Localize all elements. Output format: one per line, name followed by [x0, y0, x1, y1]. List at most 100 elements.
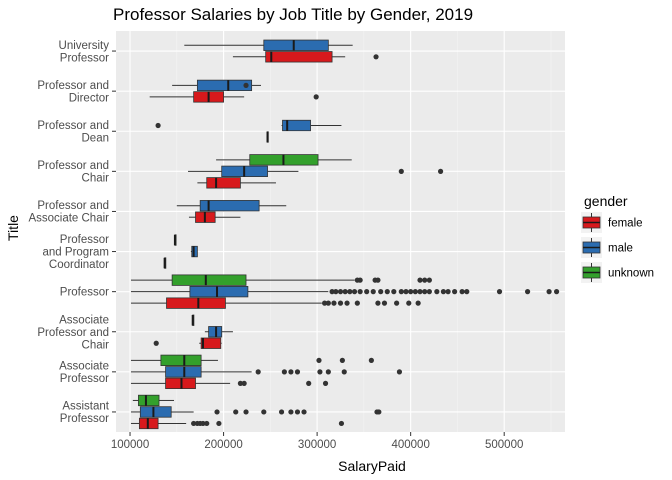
outlier-point [373, 54, 379, 60]
outlier-point [333, 289, 339, 295]
box-professor-unknown [130, 274, 432, 286]
outlier-point [464, 289, 470, 295]
y-tick-label: Professor [60, 287, 109, 299]
outlier-point [288, 369, 294, 375]
box-professor-female [130, 297, 421, 309]
box-body [282, 119, 311, 132]
legend-label-male: male [608, 243, 633, 255]
box-body [139, 406, 172, 418]
box-assistant-professor-female [130, 417, 345, 430]
y-tick-label-line: Associate Chair [28, 213, 109, 225]
y-tick-label-line: Professor [60, 287, 109, 299]
x-axis-title: SalaryPaid [338, 458, 406, 474]
y-tick-label-line: Professor and [37, 80, 109, 92]
outlier-point [459, 289, 465, 295]
outlier-point [553, 289, 560, 295]
outlier-point [237, 380, 244, 386]
box-associate-professor-and-chair-male [204, 326, 233, 338]
box-body [206, 177, 241, 189]
y-tick-label-line: Professor [60, 234, 109, 246]
y-tick-label: Professor and Dean [37, 120, 109, 145]
box-professor-and-director-male [172, 79, 261, 92]
outlier-point [155, 122, 161, 129]
y-tick-label-line: and Program [43, 247, 109, 259]
box-associate-professor-unknown [130, 354, 374, 367]
outlier-point [398, 289, 404, 295]
x-tick-label: 300000 [298, 439, 336, 451]
outlier-point [317, 369, 323, 375]
outlier-point [426, 289, 432, 295]
outlier-point [412, 289, 418, 295]
x-tick-label: 500000 [485, 439, 523, 451]
y-tick-label-line: Chair [82, 339, 110, 351]
outlier-point [344, 300, 350, 306]
y-tick-label-line: Professor and [37, 120, 109, 132]
outlier-point [368, 357, 374, 363]
y-tick-label-line: Professor and [37, 160, 109, 172]
box-professor-and-program-coordinator-male [190, 245, 198, 258]
outlier-point [191, 420, 197, 427]
outlier-point [496, 289, 503, 295]
box-assistant-professor-male [130, 406, 382, 418]
legend-title: gender [584, 193, 628, 209]
box-body [200, 337, 222, 349]
outlier-point [316, 357, 322, 363]
y-tick-label-line: Professor [60, 413, 109, 425]
y-tick-label: Assistant Professor [60, 401, 110, 426]
outlier-point [351, 289, 358, 295]
y-tick-label-line: Coordinator [49, 259, 109, 271]
outlier-point [153, 340, 159, 346]
outlier-point [322, 380, 329, 386]
box-body [189, 285, 249, 298]
legend: gender female male unknown [581, 193, 654, 283]
box-university-professor-female [232, 51, 379, 63]
outlier-point [294, 369, 301, 375]
outlier-point [342, 289, 348, 295]
legend-label-female: female [608, 218, 643, 230]
box-body [199, 200, 260, 212]
outlier-point [337, 289, 344, 295]
outlier-point [375, 277, 381, 283]
outlier-point [445, 289, 451, 295]
outlier-point [347, 289, 353, 295]
y-tick-label-line: Chair [82, 173, 110, 185]
outlier-point [394, 300, 400, 306]
outlier-point [440, 289, 446, 295]
outlier-point [546, 289, 552, 295]
y-tick-label-line: Associate [59, 314, 109, 326]
outlier-point [331, 300, 337, 306]
box-professor-and-dean-male [155, 119, 342, 132]
outlier-point [281, 369, 287, 375]
box-professor-and-chair-female [197, 177, 276, 189]
outlier-point [357, 277, 363, 283]
box-marks [130, 39, 560, 430]
box-professor-and-chair-male [188, 165, 444, 178]
outlier-point [278, 409, 285, 415]
y-tick-label-line: Director [69, 92, 109, 104]
legend-label-unknown: unknown [608, 268, 654, 280]
outlier-point [426, 277, 432, 283]
box-professor-and-dean-female [266, 131, 269, 143]
box-professor-and-director-female [149, 91, 319, 103]
box-body [171, 274, 247, 286]
outlier-point [370, 289, 376, 295]
outlier-point [422, 277, 428, 283]
outlier-point [403, 289, 409, 295]
outlier-point [417, 277, 423, 283]
outlier-point [406, 300, 412, 306]
y-tick-label: Associate Professor [59, 361, 109, 386]
outlier-point [261, 409, 267, 415]
outlier-point [422, 289, 428, 295]
outlier-point [214, 409, 220, 415]
box-associate-professor-and-chair-female [153, 337, 222, 349]
box-body [160, 354, 202, 367]
box-university-professor-male [184, 39, 353, 51]
outlier-point [241, 380, 247, 386]
y-tick-label-line: Professor [60, 373, 109, 385]
outlier-point [415, 300, 421, 306]
box-associate-professor-female [130, 377, 329, 390]
outlier-point [384, 289, 390, 295]
outlier-point [337, 300, 344, 306]
box-professor-male [130, 285, 560, 298]
